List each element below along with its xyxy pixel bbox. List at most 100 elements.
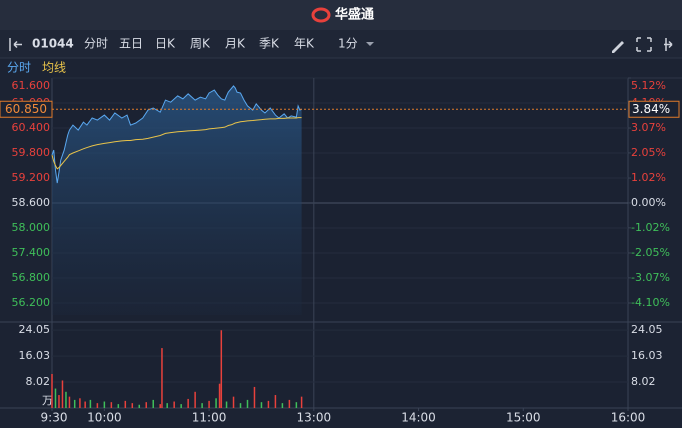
volume-bar bbox=[173, 401, 175, 408]
volume-bar bbox=[288, 399, 291, 408]
y-tick-label: 56.200 bbox=[12, 296, 51, 309]
volume-bar bbox=[295, 402, 298, 408]
draw-icon[interactable] bbox=[612, 41, 624, 53]
period-tab[interactable]: 月K bbox=[225, 37, 246, 51]
back-icon[interactable] bbox=[9, 38, 22, 51]
volume-bar bbox=[89, 399, 92, 408]
volume-bar bbox=[180, 404, 182, 408]
y2-tick-label: 0.00% bbox=[631, 196, 666, 209]
y2-tick-label: -1.02% bbox=[631, 221, 670, 234]
y2-tick-label: 16.03 bbox=[631, 349, 663, 362]
volume-bar bbox=[246, 399, 249, 408]
volume-bar bbox=[300, 396, 303, 408]
volume-bar bbox=[51, 373, 53, 408]
period-tab[interactable]: 日K bbox=[155, 37, 176, 51]
volume-bar bbox=[117, 404, 120, 408]
volume-bar bbox=[239, 403, 242, 408]
y2-tick-label: -4.10% bbox=[631, 296, 670, 309]
volume-bar bbox=[253, 386, 256, 408]
volume-bar bbox=[215, 398, 217, 408]
volume-bar bbox=[103, 401, 106, 408]
y-tick-label: 24.05 bbox=[19, 323, 51, 336]
period-tab[interactable]: 周K bbox=[190, 37, 211, 51]
volume-bar bbox=[274, 395, 277, 408]
last-price: 60.850 bbox=[5, 102, 47, 116]
last-change-box bbox=[628, 100, 680, 118]
volume-bar bbox=[79, 398, 81, 408]
last-change: 3.84% bbox=[632, 102, 670, 116]
period-tab[interactable]: 五日 bbox=[119, 37, 143, 51]
logo bbox=[311, 7, 331, 23]
volume-bar bbox=[232, 396, 235, 408]
interval[interactable]: 1分 bbox=[338, 37, 358, 51]
volume-bar bbox=[208, 400, 210, 408]
y-tick-label: 8.02 bbox=[26, 375, 51, 388]
y-tick-label: 58.000 bbox=[12, 221, 51, 234]
volume-bar bbox=[124, 400, 127, 408]
price-line bbox=[51, 85, 302, 184]
x-tick-label: 11:00 bbox=[192, 411, 227, 425]
volume-bar bbox=[201, 403, 203, 408]
x-tick-label: 9:30 bbox=[41, 411, 68, 425]
volume-bar bbox=[152, 399, 154, 408]
volume-bar bbox=[159, 404, 161, 408]
x-tick-label: 14:00 bbox=[401, 411, 436, 425]
volume-bar bbox=[225, 401, 228, 408]
volume-bar bbox=[65, 391, 67, 408]
volume-bar bbox=[194, 391, 196, 408]
x-tick-label: 16:00 bbox=[611, 411, 646, 425]
volume-bar bbox=[145, 402, 148, 408]
legend-entry[interactable]: 分时 bbox=[7, 61, 31, 75]
y2-tick-label: -2.05% bbox=[631, 246, 670, 259]
x-tick-label: 10:00 bbox=[87, 411, 122, 425]
volume-bar bbox=[84, 401, 86, 408]
y-tick-label: 57.400 bbox=[12, 246, 51, 259]
y2-tick-label: 24.05 bbox=[631, 323, 663, 336]
y2-tick-label: 1.02% bbox=[631, 171, 666, 184]
last-price-box bbox=[0, 100, 53, 118]
y2-tick-label: 8.02 bbox=[631, 375, 656, 388]
period-tab[interactable]: 分时 bbox=[84, 37, 108, 51]
volume-bar bbox=[220, 330, 223, 408]
price-area bbox=[52, 85, 302, 316]
volume-bar bbox=[61, 380, 64, 408]
period-tab[interactable]: 季K bbox=[259, 37, 280, 51]
forward-icon[interactable] bbox=[664, 38, 673, 51]
stock-code: 01044 bbox=[32, 37, 74, 51]
volume-bar bbox=[73, 399, 76, 408]
period-tab[interactable]: 年K bbox=[294, 37, 315, 51]
y-tick-label: 61.600 bbox=[12, 79, 51, 92]
volume-bar bbox=[281, 403, 284, 408]
volume-bar bbox=[187, 398, 189, 408]
volume-bar bbox=[218, 383, 221, 408]
header-bar bbox=[0, 0, 682, 30]
y2-tick-label: 3.07% bbox=[631, 121, 666, 134]
y-tick-label: 59.200 bbox=[12, 171, 51, 184]
toolbar bbox=[0, 30, 682, 58]
volume-bar bbox=[267, 400, 270, 408]
volume-unit: 万 bbox=[42, 394, 53, 407]
y-tick-label: 60.400 bbox=[12, 121, 51, 134]
volume-bar bbox=[54, 388, 57, 408]
x-tick-label: 13:00 bbox=[297, 411, 332, 425]
volume-bar bbox=[131, 403, 134, 408]
y2-tick-label: 2.05% bbox=[631, 146, 666, 159]
volume-bar bbox=[166, 403, 168, 408]
fullscreen-icon[interactable] bbox=[636, 37, 652, 52]
y-tick-label: 56.800 bbox=[12, 271, 51, 284]
brand: 华盛通 bbox=[335, 7, 374, 23]
y-tick-label: 58.600 bbox=[12, 196, 51, 209]
y-tick-label: 16.03 bbox=[19, 349, 51, 362]
volume-bar bbox=[260, 402, 263, 408]
y-tick-label: 59.800 bbox=[12, 146, 51, 159]
volume-bar bbox=[68, 396, 71, 408]
volume-bar bbox=[110, 402, 113, 408]
volume-bar bbox=[161, 348, 163, 408]
legend-entry[interactable]: 均线 bbox=[42, 61, 66, 75]
volume-bar bbox=[96, 403, 99, 408]
dropdown-icon[interactable] bbox=[366, 42, 374, 46]
volume-bar bbox=[58, 395, 60, 408]
volume-bar bbox=[138, 404, 141, 408]
